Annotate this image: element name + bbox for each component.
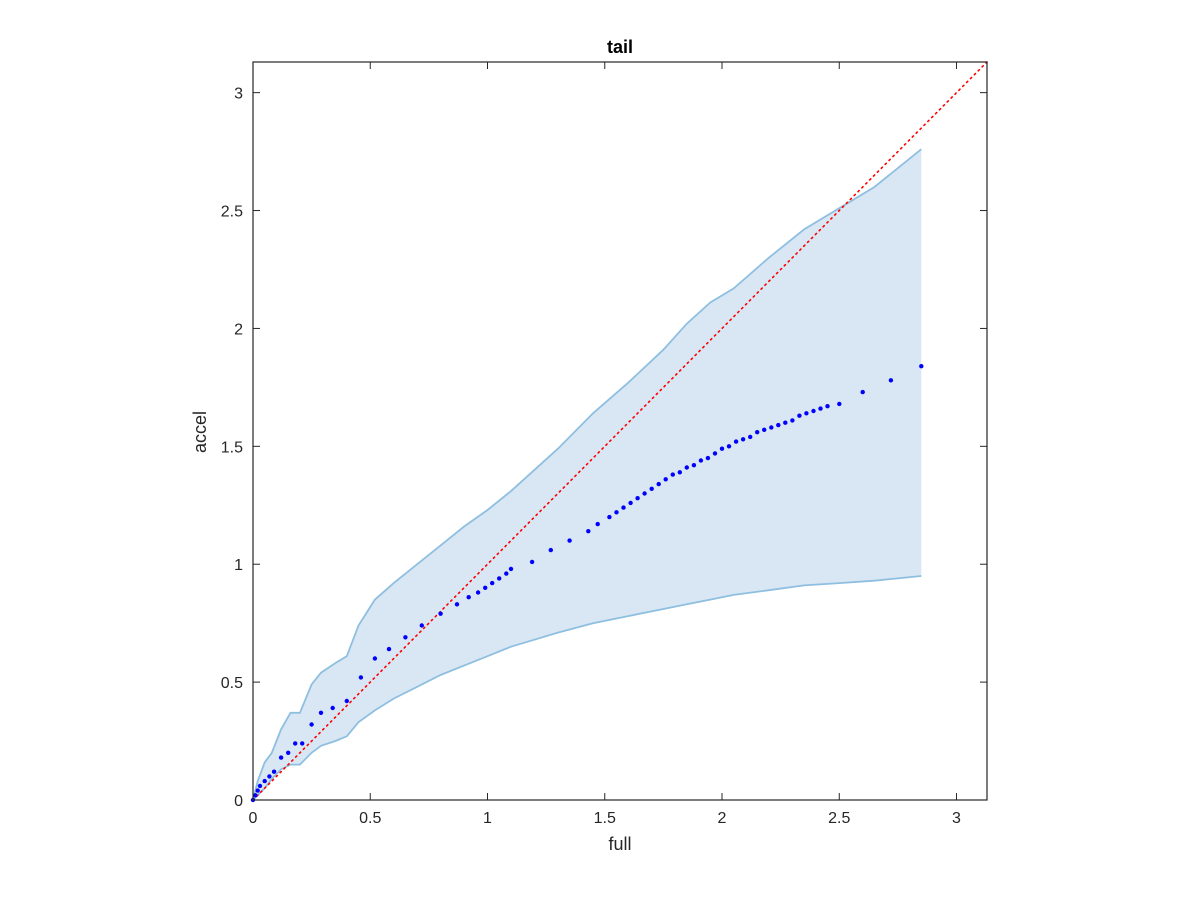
data-point [262,778,267,784]
data-point [642,491,647,496]
data-point [508,566,514,572]
x-tick-label: 0.5 [359,810,381,827]
data-point [504,571,509,576]
y-tick-label: 1.5 [221,439,243,456]
data-point [860,389,865,395]
data-point [614,510,619,515]
y-tick-label: 2.5 [221,204,243,221]
data-point [776,422,781,428]
x-tick-label: 2.5 [828,810,850,827]
y-tick-label: 0.5 [221,675,243,692]
data-point [497,576,502,581]
axes-box [252,61,988,801]
data-point [267,774,272,779]
data-point [628,500,633,506]
x-tick-label: 2 [718,810,727,827]
x-tick-label: 1.5 [594,810,616,827]
data-point [797,413,802,418]
data-point [483,585,488,590]
data-point [762,427,767,432]
data-point [255,788,260,793]
plot-area [250,61,988,803]
y-tick-label: 2 [234,321,243,338]
data-point [548,547,553,553]
data-point [888,378,894,383]
data-point [818,406,823,411]
data-point [825,404,830,409]
data-point [726,444,732,449]
data-point [358,675,364,680]
data-point [705,455,711,461]
data-point [454,602,460,607]
data-point [253,793,258,798]
data-point [586,529,591,534]
y-tick-label: 1 [234,557,243,574]
data-point [403,635,408,640]
data-point [595,521,600,527]
data-point [811,408,816,414]
data-point [919,364,924,369]
x-tick-label: 3 [952,810,961,827]
data-point [783,420,788,425]
data-point [529,559,535,565]
data-point [635,496,640,501]
data-point [257,783,263,789]
data-point [271,769,277,774]
data-point [656,481,661,487]
y-axis-label: accel [190,411,210,453]
y-tick-label: 3 [234,86,243,103]
data-point [490,580,495,586]
data-point [621,505,626,510]
data-point [712,451,718,456]
data-point [719,446,725,451]
y-tick-label: 0 [234,793,243,810]
axes: 0 0.5 1 1.5 2 2.5 3 0 0.5 1 1.5 2 2.5 3 [221,61,988,827]
data-point [466,595,471,600]
data-point [386,646,392,652]
x-axis-label: full [608,834,631,854]
x-tick-label: 0 [249,810,258,827]
data-point [293,741,298,746]
data-point [740,437,746,442]
data-point [733,439,739,444]
data-point [755,430,760,435]
data-point [475,590,481,595]
data-point [344,698,349,704]
data-point [670,472,675,477]
data-point [607,514,612,520]
chart-title: tail [607,37,633,57]
data-point [318,710,324,715]
data-point [286,750,291,755]
data-point [663,477,668,482]
data-point [419,623,424,628]
band-upper-line [252,148,922,801]
data-point [567,538,572,543]
data-point [438,611,443,616]
x-tick-label: 1 [483,810,492,827]
data-point [300,741,305,746]
data-point [691,463,697,468]
data-point [330,705,335,711]
data-point [372,656,378,661]
data-point [278,755,284,760]
data-point [677,470,682,475]
data-point [698,458,704,463]
data-point [309,722,314,727]
data-point [837,401,842,407]
data-point [769,425,774,430]
data-point [804,411,809,416]
data-point [790,418,795,423]
band-lower-line [252,575,922,801]
data-point [649,486,654,491]
data-point [748,434,753,440]
band-fill [253,149,922,800]
data-point [684,465,689,470]
